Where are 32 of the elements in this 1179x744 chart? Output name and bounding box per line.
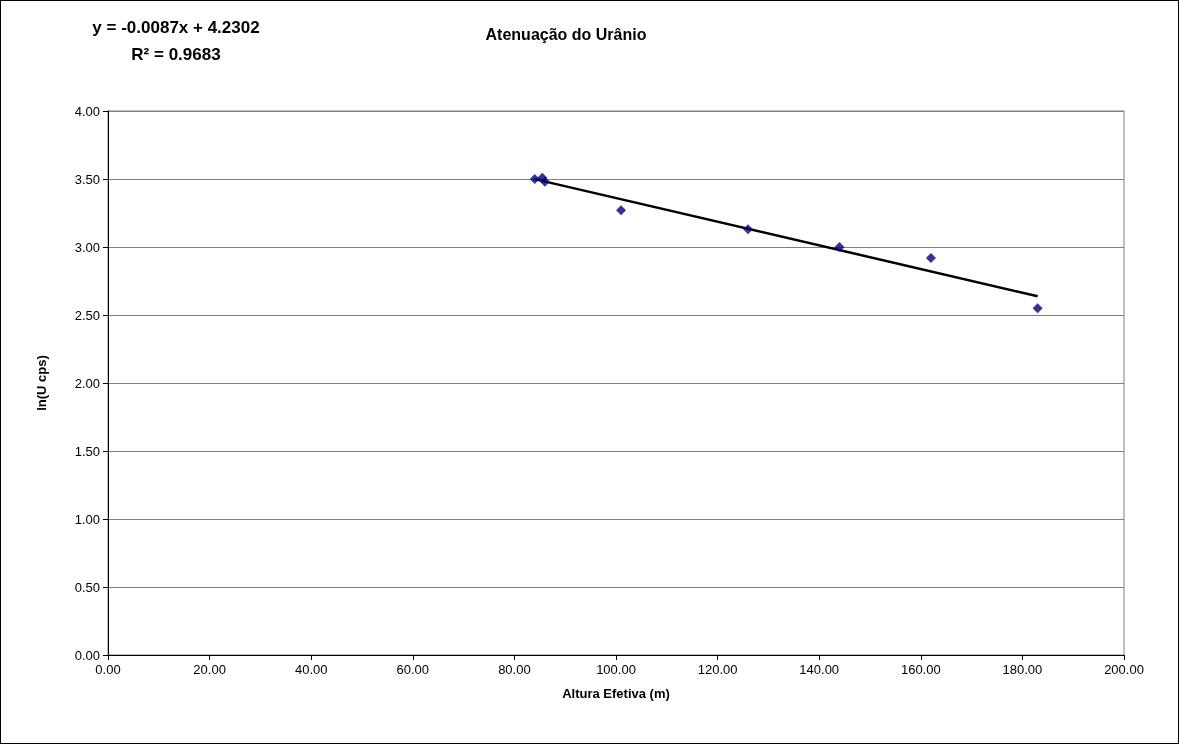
x-tick-label: 60.00 [396,662,430,677]
y-tick-label: 1.50 [74,443,100,459]
x-tick-label: 160.00 [900,662,941,677]
y-tick-label: 1.00 [74,511,100,527]
text: R² = 0.9683 [131,45,221,64]
point [743,224,754,235]
x-tick-label: 140.00 [799,662,840,677]
x-tick-label: 40.00 [294,662,328,677]
y-tick-label: 3.00 [74,239,100,255]
point [1032,303,1043,314]
x-tick-label: 20.00 [193,662,226,677]
point [529,174,540,184]
y-tick-label: 3.50 [74,171,100,187]
x-tick-label: 100.00 [596,662,636,677]
x-tick-label: 120.00 [697,662,738,677]
y-tick-label: 0.00 [74,647,100,663]
x-tick-label: 200.00 [1104,662,1144,677]
y-axis-title: ln(U cps) [34,355,49,411]
y-tick-label: 2.00 [74,375,100,391]
point [539,176,550,187]
point [616,205,627,216]
x-tick-label: 180.00 [1002,662,1043,677]
y-tick-label: 2.50 [74,307,100,323]
point [925,252,936,263]
point [834,242,845,252]
y-tick-label: 4.00 [74,103,100,119]
text: y = -0.0087x + 4.2302 [92,18,260,37]
chart-title: Atenuação do Urânio [485,25,647,43]
y-tick-label: 0.50 [74,579,100,595]
x-tick-label: 0.00 [95,662,121,677]
x-axis-title: Altura Efetiva (m) [562,686,670,701]
x-tick-label: 80.00 [498,662,531,677]
